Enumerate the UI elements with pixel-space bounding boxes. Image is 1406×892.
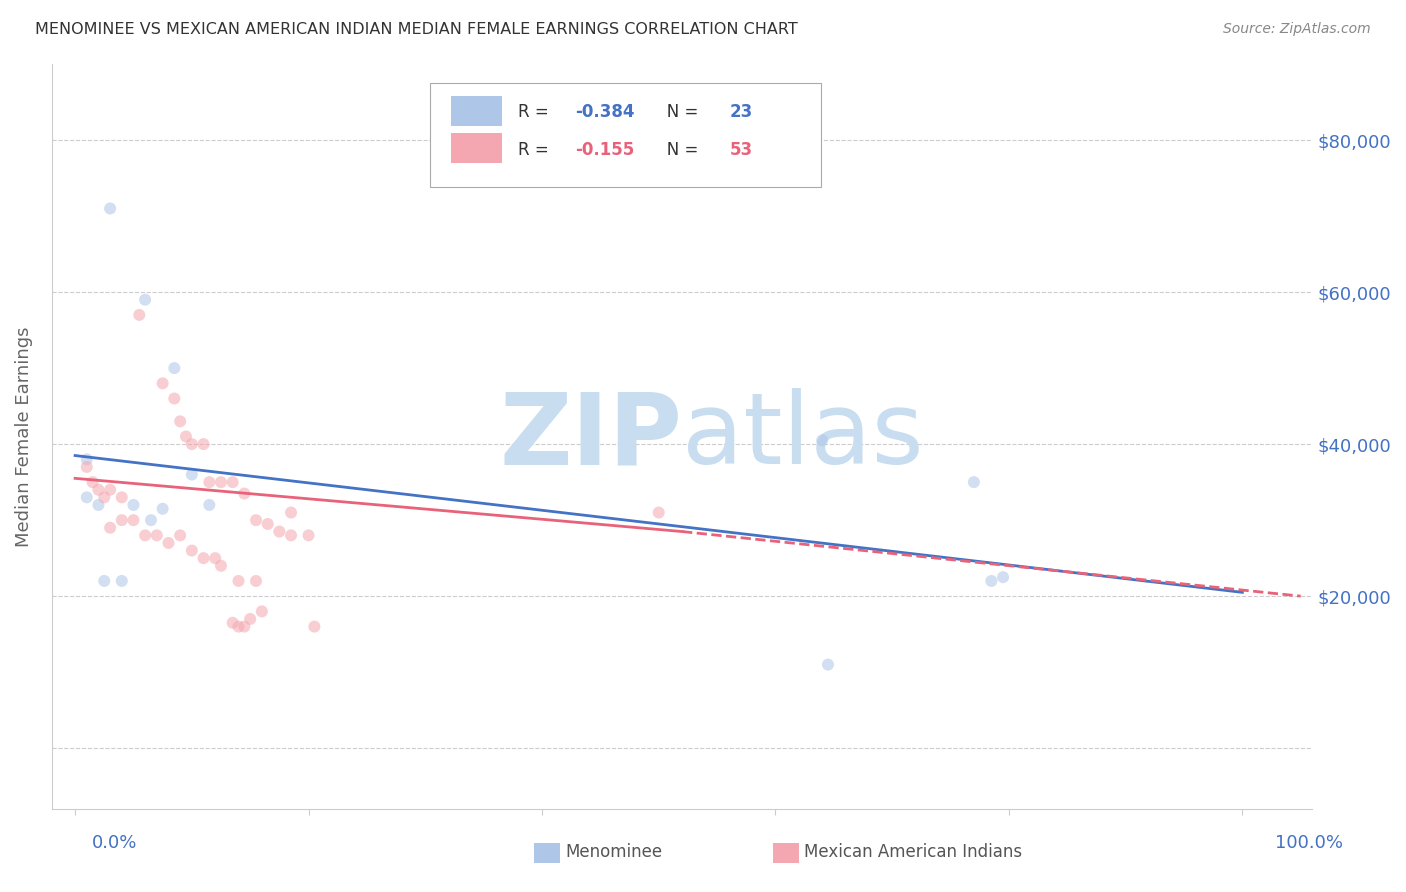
Point: [76, 491, 98, 505]
Point: [991, 570, 1014, 584]
Text: 100.0%: 100.0%: [1275, 834, 1343, 852]
Point: [245, 574, 267, 588]
Text: R =: R =: [519, 103, 554, 121]
Point: [221, 615, 243, 630]
Point: [280, 506, 302, 520]
Text: R =: R =: [519, 141, 554, 159]
Point: [122, 498, 145, 512]
Point: [233, 619, 256, 633]
Point: [134, 293, 156, 307]
Point: [180, 543, 202, 558]
Point: [193, 551, 215, 566]
Point: [198, 498, 221, 512]
Point: [157, 536, 180, 550]
FancyBboxPatch shape: [451, 96, 502, 126]
Point: [221, 475, 243, 490]
Point: [111, 513, 134, 527]
Point: [228, 619, 250, 633]
Point: [245, 513, 267, 527]
Point: [304, 619, 326, 633]
Point: [180, 467, 202, 482]
Point: [163, 392, 186, 406]
Point: [82, 475, 104, 490]
Y-axis label: Median Female Earnings: Median Female Earnings: [15, 326, 32, 547]
Text: Menominee: Menominee: [565, 843, 662, 861]
Point: [193, 437, 215, 451]
Point: [111, 491, 134, 505]
Text: -0.384: -0.384: [575, 103, 634, 121]
Point: [256, 516, 278, 531]
Text: 53: 53: [730, 141, 754, 159]
Point: [269, 524, 291, 539]
Point: [980, 574, 1002, 588]
Text: atlas: atlas: [682, 388, 924, 485]
Point: [963, 475, 986, 490]
Point: [87, 498, 110, 512]
Text: MENOMINEE VS MEXICAN AMERICAN INDIAN MEDIAN FEMALE EARNINGS CORRELATION CHART: MENOMINEE VS MEXICAN AMERICAN INDIAN MED…: [35, 22, 797, 37]
Point: [169, 528, 191, 542]
Point: [134, 528, 156, 542]
Point: [93, 574, 115, 588]
FancyBboxPatch shape: [451, 133, 502, 163]
Point: [233, 486, 256, 500]
Point: [111, 574, 134, 588]
Point: [198, 475, 221, 490]
Point: [297, 528, 319, 542]
Text: N =: N =: [651, 141, 703, 159]
Point: [163, 361, 186, 376]
Point: [76, 452, 98, 467]
Point: [174, 429, 197, 443]
Point: [648, 506, 671, 520]
Point: [98, 521, 121, 535]
Point: [204, 551, 226, 566]
Text: Mexican American Indians: Mexican American Indians: [804, 843, 1022, 861]
Point: [152, 501, 174, 516]
Point: [180, 437, 202, 451]
Text: -0.155: -0.155: [575, 141, 634, 159]
Point: [239, 612, 262, 626]
Point: [93, 491, 115, 505]
Point: [146, 528, 169, 542]
Point: [98, 202, 121, 216]
Point: [87, 483, 110, 497]
Text: ZIP: ZIP: [499, 388, 682, 485]
Point: [250, 604, 273, 618]
Point: [228, 574, 250, 588]
Point: [811, 434, 834, 448]
Point: [169, 414, 191, 428]
Point: [209, 558, 232, 573]
Point: [209, 475, 232, 490]
Point: [280, 528, 302, 542]
Point: [128, 308, 150, 322]
Text: 23: 23: [730, 103, 754, 121]
Point: [139, 513, 162, 527]
Point: [76, 459, 98, 474]
Point: [122, 513, 145, 527]
Point: [152, 376, 174, 391]
Point: [817, 657, 839, 672]
Point: [98, 483, 121, 497]
Text: 0.0%: 0.0%: [91, 834, 136, 852]
Text: Source: ZipAtlas.com: Source: ZipAtlas.com: [1223, 22, 1371, 37]
FancyBboxPatch shape: [430, 83, 821, 187]
Text: N =: N =: [651, 103, 703, 121]
